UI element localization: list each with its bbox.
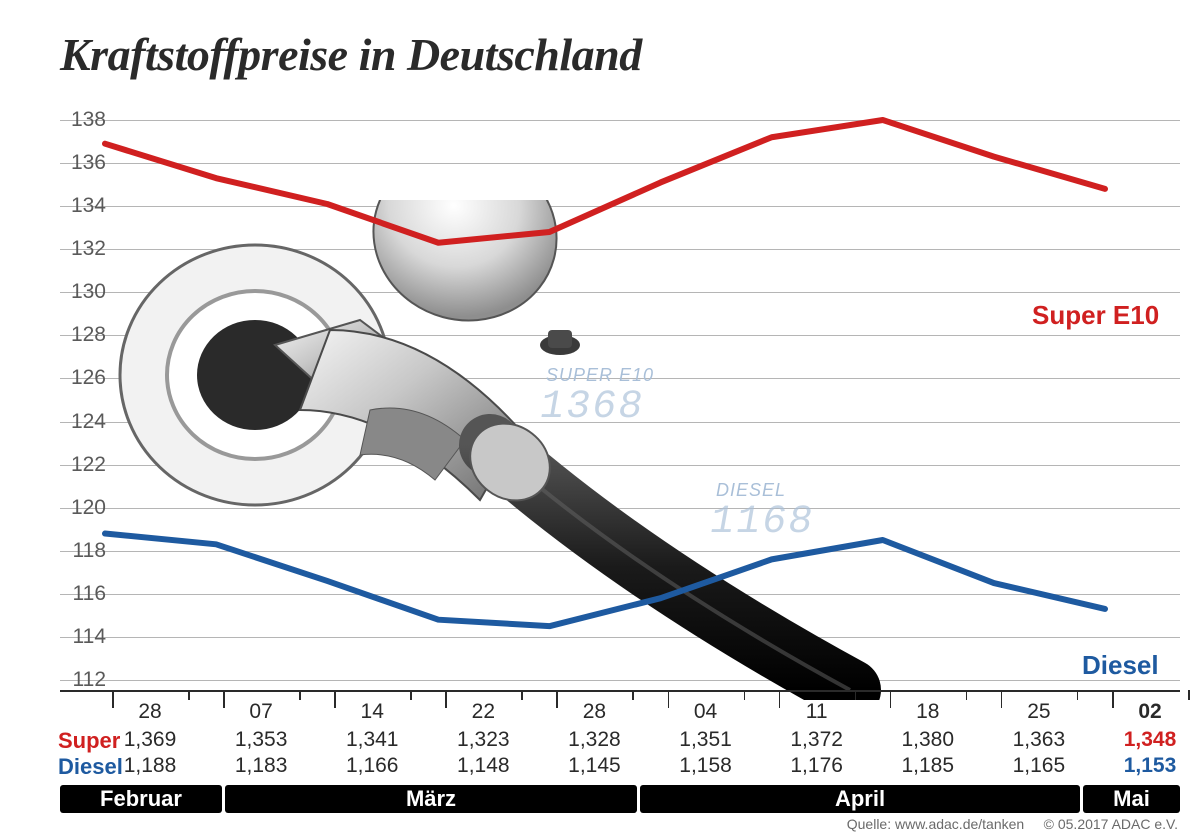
x-tick bbox=[1077, 690, 1079, 700]
x-tick bbox=[890, 690, 892, 708]
x-tick bbox=[112, 690, 114, 708]
table-cell: 1,148 bbox=[457, 754, 510, 778]
date-label: 11 bbox=[806, 700, 828, 724]
gridline bbox=[60, 292, 1180, 293]
gridline bbox=[60, 680, 1180, 681]
date-label: 18 bbox=[916, 700, 939, 724]
y-tick-label: 124 bbox=[56, 410, 106, 434]
table-cell: 1,145 bbox=[568, 754, 621, 778]
footer-credits: Quelle: www.adac.de/tanken © 05.2017 ADA… bbox=[847, 816, 1178, 832]
series-label: Super E10 bbox=[1032, 300, 1159, 331]
gridline bbox=[60, 335, 1180, 336]
date-label: 22 bbox=[472, 700, 495, 724]
table-cell: 1,185 bbox=[901, 754, 954, 778]
x-tick bbox=[855, 690, 857, 700]
x-tick bbox=[188, 690, 190, 700]
y-tick-label: 126 bbox=[56, 366, 106, 390]
date-label: 07 bbox=[249, 700, 272, 724]
gridline bbox=[60, 163, 1180, 164]
copyright-text: © 05.2017 ADAC e.V. bbox=[1044, 816, 1178, 832]
series-label: Diesel bbox=[1082, 650, 1159, 681]
gridline bbox=[60, 206, 1180, 207]
x-tick bbox=[445, 690, 447, 708]
x-tick bbox=[779, 690, 781, 708]
gridline bbox=[60, 120, 1180, 121]
month-label: April bbox=[640, 785, 1080, 813]
watermark-digits: 1368 bbox=[536, 385, 648, 430]
y-tick-label: 136 bbox=[56, 151, 106, 175]
table-cell: 1,380 bbox=[901, 728, 954, 752]
y-tick-label: 118 bbox=[56, 539, 106, 563]
y-tick-label: 112 bbox=[56, 668, 106, 692]
y-tick-label: 132 bbox=[56, 237, 106, 261]
table-cell: 1,372 bbox=[790, 728, 843, 752]
gridline bbox=[60, 508, 1180, 509]
table-cell: 1,348 bbox=[1124, 728, 1177, 752]
x-tick bbox=[668, 690, 670, 708]
gridline bbox=[60, 249, 1180, 250]
month-label: März bbox=[225, 785, 637, 813]
table-cell: 1,176 bbox=[790, 754, 843, 778]
y-tick-label: 134 bbox=[56, 194, 106, 218]
x-tick bbox=[1188, 690, 1190, 700]
table-cell: 1,183 bbox=[235, 754, 288, 778]
date-label: 28 bbox=[138, 700, 161, 724]
x-tick bbox=[744, 690, 746, 700]
fuel-nozzle-illustration bbox=[70, 200, 920, 700]
watermark-label: DIESEL bbox=[716, 480, 786, 501]
gridline bbox=[60, 551, 1180, 552]
x-tick bbox=[1112, 690, 1114, 708]
gridline bbox=[60, 465, 1180, 466]
x-tick bbox=[223, 690, 225, 708]
table-cell: 1,166 bbox=[346, 754, 399, 778]
watermark-digits: 1168 bbox=[706, 500, 818, 545]
x-tick bbox=[521, 690, 523, 700]
table-cell: 1,369 bbox=[124, 728, 177, 752]
watermark-label: SUPER E10 bbox=[546, 365, 654, 386]
table-cell: 1,188 bbox=[124, 754, 177, 778]
source-text: Quelle: www.adac.de/tanken bbox=[847, 816, 1024, 832]
x-tick bbox=[556, 690, 558, 708]
table-cell: 1,158 bbox=[679, 754, 732, 778]
table-cell: 1,328 bbox=[568, 728, 621, 752]
y-tick-label: 116 bbox=[56, 582, 106, 606]
x-tick bbox=[299, 690, 301, 700]
y-tick-label: 138 bbox=[56, 108, 106, 132]
date-label: 25 bbox=[1027, 700, 1050, 724]
month-label: Mai bbox=[1083, 785, 1180, 813]
table-row-label: Diesel bbox=[58, 754, 123, 780]
table-cell: 1,323 bbox=[457, 728, 510, 752]
x-tick bbox=[1001, 690, 1003, 708]
date-label: 14 bbox=[361, 700, 384, 724]
x-tick bbox=[966, 690, 968, 700]
x-tick bbox=[334, 690, 336, 708]
page-title: Kraftstoffpreise in Deutschland bbox=[60, 28, 642, 81]
y-tick-label: 122 bbox=[56, 453, 106, 477]
table-cell: 1,351 bbox=[679, 728, 732, 752]
date-label: 02 bbox=[1138, 700, 1161, 724]
gridline bbox=[60, 637, 1180, 638]
y-tick-label: 114 bbox=[56, 625, 106, 649]
y-tick-label: 120 bbox=[56, 496, 106, 520]
series-line-super-e10 bbox=[105, 120, 1105, 243]
table-row-label: Super bbox=[58, 728, 120, 754]
table-cell: 1,165 bbox=[1013, 754, 1066, 778]
x-tick bbox=[632, 690, 634, 700]
table-cell: 1,153 bbox=[1124, 754, 1177, 778]
table-cell: 1,341 bbox=[346, 728, 399, 752]
table-cell: 1,353 bbox=[235, 728, 288, 752]
x-axis-table: 28071422280411182502 SuperDiesel 1,3691,… bbox=[60, 690, 1180, 780]
date-label: 28 bbox=[583, 700, 606, 724]
y-tick-label: 130 bbox=[56, 280, 106, 304]
gridline bbox=[60, 594, 1180, 595]
month-label: Februar bbox=[60, 785, 222, 813]
y-tick-label: 128 bbox=[56, 323, 106, 347]
table-cell: 1,363 bbox=[1013, 728, 1066, 752]
date-label: 04 bbox=[694, 700, 717, 724]
series-line-diesel bbox=[105, 534, 1105, 627]
x-tick bbox=[410, 690, 412, 700]
chart-area: 138 136 134 132 130 128 126 124 122 120 118 116 114 1… bbox=[0, 100, 1200, 690]
